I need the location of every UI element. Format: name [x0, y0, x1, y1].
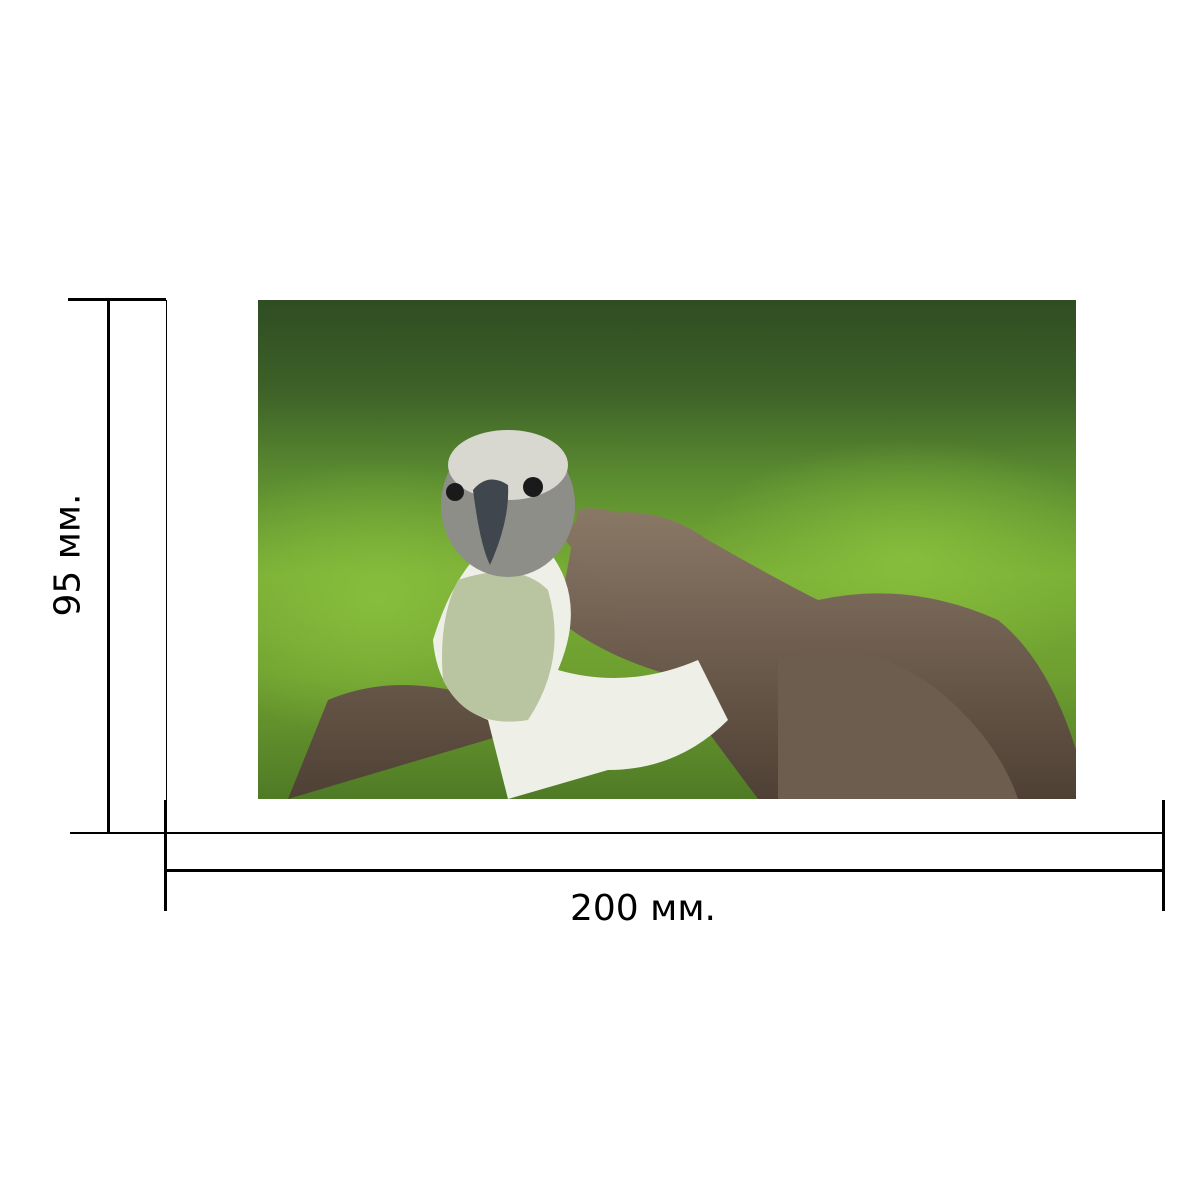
height-dimension-line	[107, 300, 110, 833]
vulture-image	[258, 430, 1076, 799]
width-left-tick	[164, 800, 167, 911]
width-right-tick	[1162, 800, 1165, 911]
width-dimension-line	[166, 869, 1163, 872]
product-photo	[258, 300, 1076, 799]
height-label: 95 мм.	[47, 493, 89, 617]
width-label: 200 мм.	[570, 888, 716, 929]
height-dimension-top-tick	[68, 298, 166, 301]
height-extension-line	[166, 300, 167, 833]
baseline	[70, 832, 1163, 834]
